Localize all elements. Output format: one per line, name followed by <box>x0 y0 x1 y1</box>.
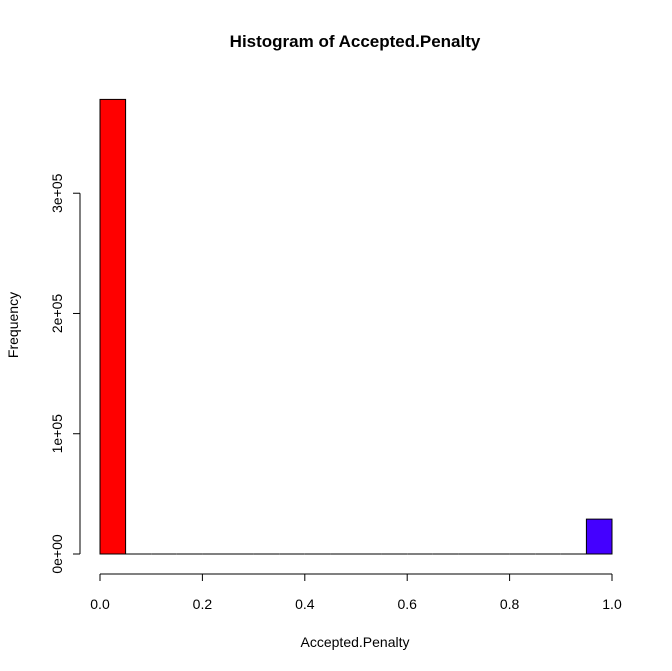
histogram-bar-19 <box>585 518 613 555</box>
bars-group <box>99 98 613 555</box>
y-tick-label-0: 0e+00 <box>49 534 65 574</box>
y-tick-label-1: 1e+05 <box>49 414 65 454</box>
y-axis: 0e+00 1e+05 2e+05 3e+05 <box>49 173 81 574</box>
x-tick-label-5: 1.0 <box>602 596 622 612</box>
x-axis: 0.0 0.2 0.4 0.6 0.8 1.0 <box>90 573 622 612</box>
x-tick-label-3: 0.6 <box>397 596 417 612</box>
x-tick-label-4: 0.8 <box>500 596 520 612</box>
x-axis-label: Accepted.Penalty <box>301 634 410 650</box>
x-tick-label-0: 0.0 <box>90 596 110 612</box>
y-tick-label-2: 2e+05 <box>49 294 65 334</box>
y-tick-label-3: 3e+05 <box>49 173 65 213</box>
x-tick-label-1: 0.2 <box>193 596 213 612</box>
chart-title: Histogram of Accepted.Penalty <box>230 32 481 51</box>
y-axis-label: Frequency <box>5 292 21 358</box>
x-tick-label-2: 0.4 <box>295 596 315 612</box>
histogram-bar-0 <box>99 98 127 555</box>
